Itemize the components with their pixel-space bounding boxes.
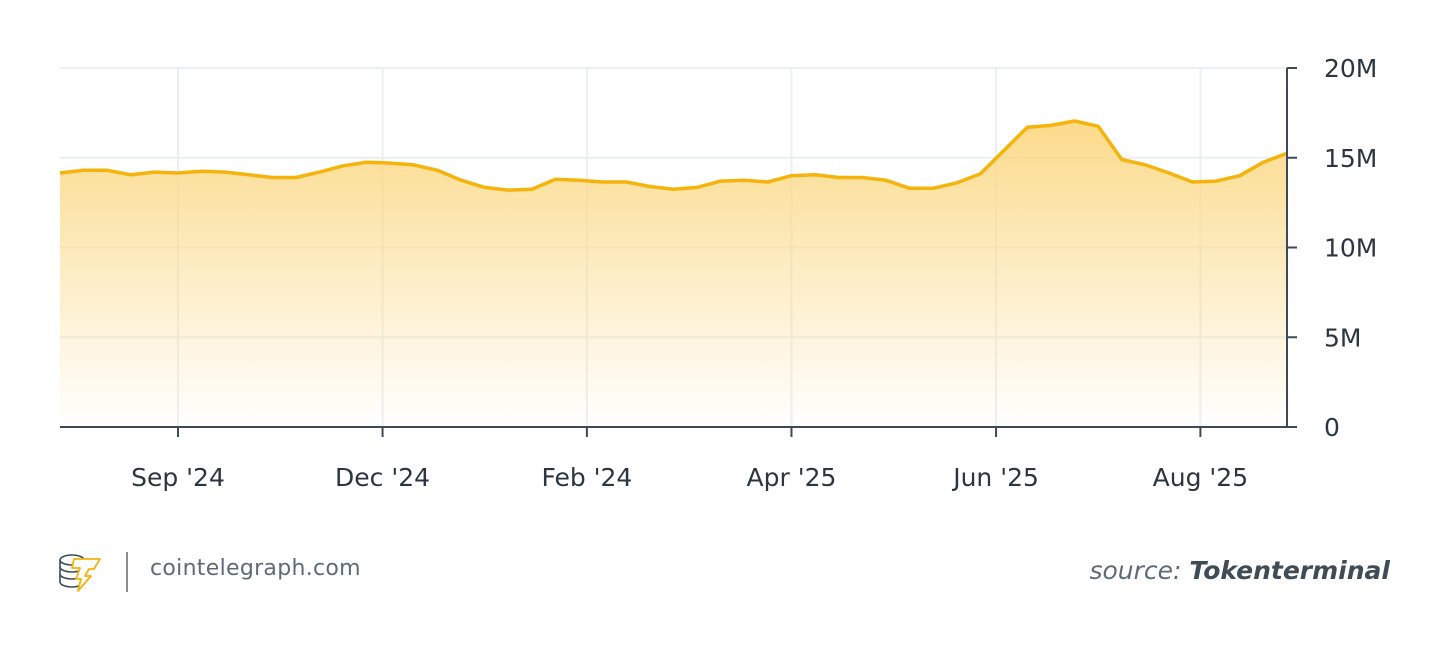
x-tick-label: Dec '24 <box>335 463 430 492</box>
x-tick-label: Aug '25 <box>1153 463 1248 492</box>
footer-divider <box>126 552 128 592</box>
x-tick-label: Jun '25 <box>951 463 1039 492</box>
source-name: Tokenterminal <box>1189 556 1390 585</box>
y-tick-label: 10M <box>1324 234 1377 263</box>
axes <box>60 67 1297 437</box>
cointelegraph-logo <box>59 554 101 592</box>
y-tick-label: 20M <box>1324 54 1377 83</box>
data-points <box>59 120 1288 191</box>
area-fill <box>60 121 1287 427</box>
y-tick-label: 5M <box>1324 323 1361 352</box>
y-tick-label: 15M <box>1324 144 1377 173</box>
x-tick-label: Feb '24 <box>541 463 632 492</box>
y-tick-label: 0 <box>1324 413 1340 442</box>
x-tick-label: Sep '24 <box>131 463 225 492</box>
x-tick-label: Apr '25 <box>747 463 837 492</box>
tick-labels: 0 5M 10M 15M 20M Sep '24 Dec '24 Feb '24 Apr '25… <box>131 54 1377 492</box>
source-prefix: source: <box>1089 556 1182 585</box>
source-credit: source: Tokenterminal <box>1089 556 1390 585</box>
site-name: cointelegraph.com <box>150 556 361 581</box>
